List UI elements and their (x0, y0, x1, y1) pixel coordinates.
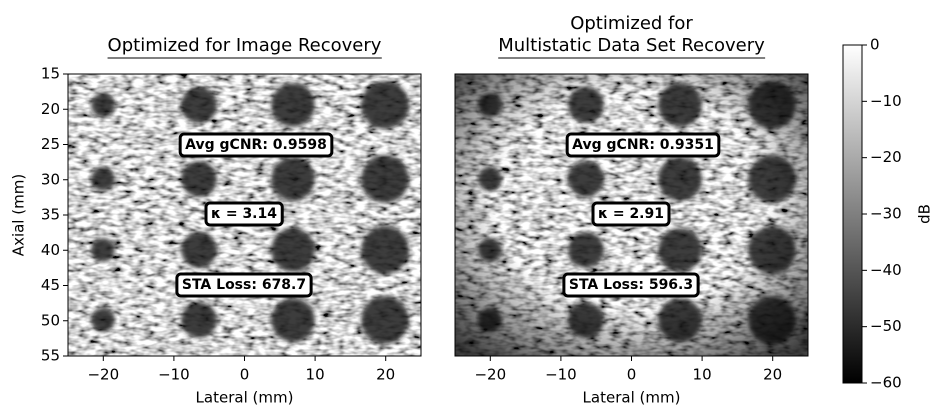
annotation-box (178, 132, 334, 158)
y-tick-label: 40 (41, 241, 60, 259)
y-axis-label: Axial (mm) (10, 174, 28, 256)
cyst (361, 81, 409, 129)
x-tick-label: 0 (240, 366, 250, 384)
cyst (91, 93, 115, 117)
cyst (361, 226, 409, 274)
colorbar-label: dB (916, 204, 934, 224)
annotation: κ = 2.91 (598, 206, 664, 222)
cyst (361, 155, 409, 203)
y-tick-label: 25 (41, 135, 60, 153)
cyst (271, 298, 315, 342)
annotation: Avg gCNR: 0.9351 (572, 137, 714, 153)
axes-title: Optimized for (570, 13, 693, 34)
cyst (181, 232, 217, 268)
annotation: Avg gCNR: 0.9598 (185, 137, 327, 153)
colorbar-tick-label: −40 (870, 261, 902, 279)
axes-title: Optimized for Image Recovery (108, 35, 382, 56)
x-tick-label: 20 (376, 366, 395, 384)
y-tick-label: 20 (41, 100, 60, 118)
cyst (91, 167, 115, 191)
colorbar-tick-label: −60 (870, 374, 902, 392)
annotation-box (204, 201, 284, 227)
x-tick-label: 20 (763, 366, 782, 384)
x-tick-label: −10 (158, 366, 190, 384)
x-tick-label: 10 (306, 366, 325, 384)
annotation: STA Loss: 596.3 (569, 277, 693, 293)
cyst (91, 238, 115, 262)
cyst (181, 87, 217, 123)
cyst (271, 228, 315, 272)
annotation: STA Loss: 678.7 (182, 277, 306, 293)
y-tick-label: 55 (41, 347, 60, 365)
y-tick-label: 35 (41, 206, 60, 224)
colorbar-tick-label: 0 (870, 36, 880, 54)
y-tick-label: 15 (41, 65, 60, 83)
annotation-box (591, 201, 671, 227)
cyst (91, 308, 115, 332)
ultrasound-image (68, 74, 421, 356)
colorbar (842, 44, 863, 384)
annotation-box (562, 272, 700, 298)
x-tick-label: −10 (545, 366, 577, 384)
x-tick-label: 0 (627, 366, 637, 384)
cyst (271, 157, 315, 201)
cyst (181, 161, 217, 197)
x-axis-label: Lateral (mm) (583, 389, 681, 407)
colorbar-tick-label: −10 (870, 92, 902, 110)
cyst (361, 296, 409, 344)
annotation: κ = 3.14 (211, 206, 277, 222)
y-tick-label: 45 (41, 276, 60, 294)
colorbar-tick-label: −30 (870, 205, 902, 223)
colorbar-tick-label: −50 (870, 317, 902, 335)
x-tick-label: −20 (87, 366, 119, 384)
cyst (181, 302, 217, 338)
y-tick-label: 50 (41, 311, 60, 329)
y-tick-label: 30 (41, 170, 60, 188)
x-axis-label: Lateral (mm) (196, 389, 294, 407)
annotation-box (175, 272, 313, 298)
x-tick-label: 10 (693, 366, 712, 384)
colorbar-tick-label: −20 (870, 148, 902, 166)
cyst (271, 83, 315, 127)
annotation-box (565, 132, 721, 158)
axes-title: Multistatic Data Set Recovery (498, 35, 765, 56)
x-tick-label: −20 (474, 366, 506, 384)
